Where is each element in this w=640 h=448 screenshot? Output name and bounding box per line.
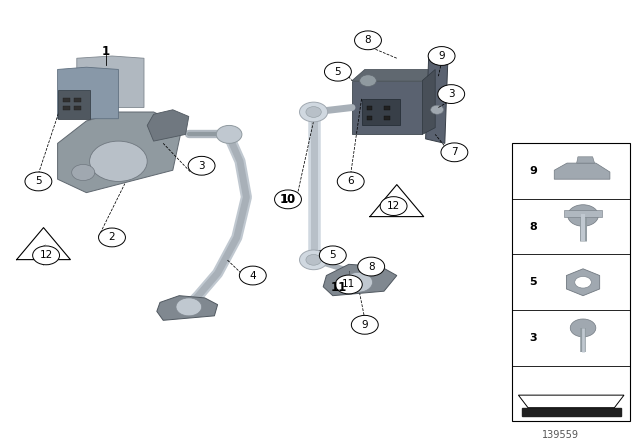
Text: 9: 9 bbox=[438, 51, 445, 61]
Circle shape bbox=[575, 276, 591, 288]
Circle shape bbox=[99, 228, 125, 247]
Text: 5: 5 bbox=[335, 67, 341, 77]
Circle shape bbox=[355, 31, 381, 50]
Polygon shape bbox=[77, 56, 144, 108]
Text: 5: 5 bbox=[35, 177, 42, 186]
FancyBboxPatch shape bbox=[367, 116, 372, 120]
Circle shape bbox=[337, 172, 364, 191]
Text: 5: 5 bbox=[529, 277, 537, 287]
Text: 1: 1 bbox=[102, 45, 109, 58]
Circle shape bbox=[324, 62, 351, 81]
Polygon shape bbox=[58, 112, 182, 193]
Text: 2: 2 bbox=[109, 233, 115, 242]
Text: ⚡: ⚡ bbox=[42, 245, 45, 250]
FancyBboxPatch shape bbox=[384, 116, 390, 120]
FancyBboxPatch shape bbox=[74, 98, 81, 102]
Circle shape bbox=[358, 257, 385, 276]
Circle shape bbox=[570, 319, 596, 337]
Text: 8: 8 bbox=[529, 222, 537, 232]
Polygon shape bbox=[554, 163, 610, 179]
Polygon shape bbox=[522, 408, 621, 416]
Circle shape bbox=[380, 197, 407, 215]
Circle shape bbox=[300, 250, 328, 270]
Circle shape bbox=[568, 205, 598, 226]
Polygon shape bbox=[147, 110, 189, 141]
Text: 9: 9 bbox=[529, 166, 537, 176]
Polygon shape bbox=[352, 69, 435, 81]
Text: 3: 3 bbox=[448, 89, 454, 99]
Circle shape bbox=[275, 190, 301, 209]
Text: 8: 8 bbox=[365, 35, 371, 45]
Circle shape bbox=[90, 141, 147, 181]
Polygon shape bbox=[566, 269, 600, 296]
Polygon shape bbox=[58, 67, 118, 119]
Circle shape bbox=[25, 172, 52, 191]
Circle shape bbox=[216, 125, 242, 143]
Circle shape bbox=[306, 254, 321, 265]
Polygon shape bbox=[422, 69, 435, 134]
Polygon shape bbox=[577, 157, 595, 163]
Circle shape bbox=[438, 85, 465, 103]
Circle shape bbox=[428, 47, 455, 65]
Polygon shape bbox=[157, 296, 218, 320]
FancyBboxPatch shape bbox=[367, 106, 372, 110]
Circle shape bbox=[306, 107, 321, 117]
Circle shape bbox=[319, 246, 346, 265]
Text: 3: 3 bbox=[198, 161, 205, 171]
Polygon shape bbox=[323, 264, 397, 296]
Text: ⚡: ⚡ bbox=[395, 202, 399, 207]
Text: 4: 4 bbox=[250, 271, 256, 280]
Text: 8: 8 bbox=[368, 262, 374, 271]
Circle shape bbox=[344, 272, 372, 292]
Circle shape bbox=[33, 246, 60, 265]
Text: 9: 9 bbox=[362, 320, 368, 330]
Text: 10: 10 bbox=[282, 194, 294, 204]
Polygon shape bbox=[362, 99, 400, 125]
Circle shape bbox=[176, 298, 202, 316]
Polygon shape bbox=[518, 395, 624, 408]
Circle shape bbox=[300, 102, 328, 122]
Text: 139559: 139559 bbox=[541, 431, 579, 440]
Text: 3: 3 bbox=[529, 333, 537, 343]
FancyBboxPatch shape bbox=[74, 106, 81, 110]
FancyBboxPatch shape bbox=[63, 98, 70, 102]
FancyBboxPatch shape bbox=[564, 210, 602, 217]
Circle shape bbox=[431, 105, 444, 114]
Text: 11: 11 bbox=[331, 281, 348, 294]
Polygon shape bbox=[426, 54, 448, 143]
Circle shape bbox=[72, 164, 95, 181]
Text: 5: 5 bbox=[330, 250, 336, 260]
Circle shape bbox=[239, 266, 266, 285]
FancyBboxPatch shape bbox=[63, 106, 70, 110]
Circle shape bbox=[441, 143, 468, 162]
Text: 12: 12 bbox=[40, 250, 52, 260]
Circle shape bbox=[188, 156, 215, 175]
Text: 12: 12 bbox=[387, 201, 400, 211]
Polygon shape bbox=[352, 81, 422, 134]
Circle shape bbox=[351, 315, 378, 334]
Circle shape bbox=[335, 275, 362, 294]
FancyBboxPatch shape bbox=[512, 143, 630, 421]
Polygon shape bbox=[58, 90, 90, 119]
Text: 6: 6 bbox=[348, 177, 354, 186]
Text: 10: 10 bbox=[280, 193, 296, 206]
Circle shape bbox=[360, 75, 376, 86]
Text: 7: 7 bbox=[451, 147, 458, 157]
Text: 11: 11 bbox=[342, 280, 355, 289]
FancyBboxPatch shape bbox=[384, 106, 390, 110]
